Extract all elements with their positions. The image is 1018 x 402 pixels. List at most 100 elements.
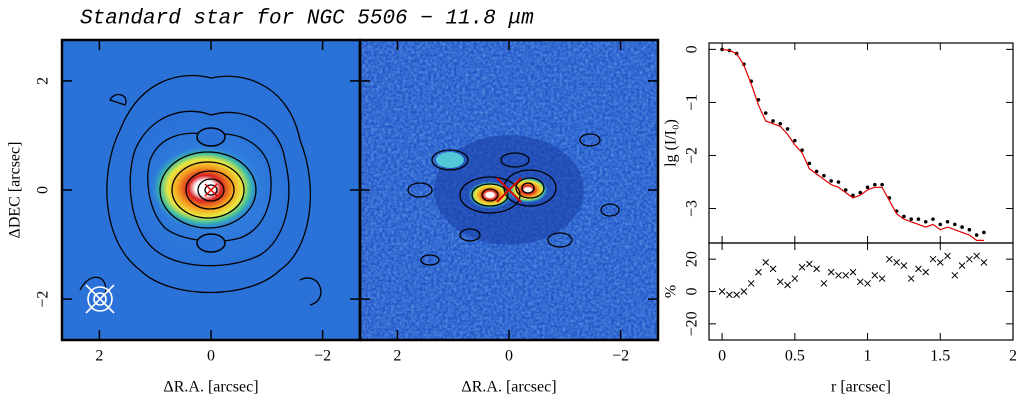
residual-point: [806, 260, 813, 268]
data-point: [771, 119, 775, 123]
residual-point: [755, 268, 762, 276]
residual-point: [958, 262, 966, 269]
residual-point: [740, 288, 748, 295]
x-tick-label: −2: [314, 348, 331, 365]
residual-point: [864, 280, 871, 287]
x-tick-label: 2: [95, 348, 103, 365]
residual-point: [951, 271, 959, 279]
data-point: [807, 161, 812, 166]
model-line: [722, 48, 984, 241]
data-point: [865, 185, 870, 190]
data-point: [953, 222, 957, 227]
residual-point: [878, 275, 886, 282]
x-tick-label: 0: [207, 348, 215, 365]
y-tick-label: −2: [35, 291, 52, 308]
data-point: [778, 121, 783, 126]
data-point: [938, 222, 943, 227]
residual-point: [929, 255, 937, 263]
data-point: [785, 127, 790, 131]
residual-point: [776, 278, 784, 286]
data-point: [763, 111, 768, 115]
data-point: [931, 217, 935, 221]
x-tick-label: 0: [505, 348, 513, 365]
data-point: [829, 179, 833, 183]
residual-point: [726, 291, 733, 299]
residual-point: [813, 265, 820, 273]
residual-point: [718, 288, 726, 295]
residual-point: [733, 291, 740, 299]
data-point: [923, 219, 928, 224]
data-point: [974, 233, 979, 237]
data-point: [960, 225, 964, 229]
residual-point: [900, 262, 908, 269]
residual-point: [893, 259, 900, 266]
residual-point: [842, 271, 850, 279]
residual-point: [915, 265, 922, 273]
beam-symbol: [85, 284, 115, 314]
plot-frame: [708, 242, 1014, 341]
residual-point: [966, 255, 973, 263]
residual-point: [784, 281, 791, 289]
x-axis-label: ΔR.A. [arcsec]: [163, 379, 258, 396]
image-middle: [360, 40, 658, 340]
residual-point: [936, 259, 944, 266]
y-tick-label: 0: [35, 186, 52, 194]
residual-point: [762, 259, 770, 266]
data-point: [967, 227, 972, 232]
residual-point: [871, 271, 879, 279]
x-tick-label: 0: [718, 348, 726, 365]
y-tick-label: 0: [684, 45, 701, 53]
residual-point: [849, 268, 857, 276]
y-tick-label: −1: [684, 94, 701, 111]
data-point: [814, 169, 819, 174]
data-point: [822, 173, 826, 178]
residual-point: [827, 268, 835, 276]
data-point: [873, 182, 877, 187]
residual-point: [769, 265, 777, 273]
data-point: [945, 219, 950, 224]
residual-point: [944, 252, 951, 260]
residual-point: [856, 278, 864, 286]
y-tick-label: −20: [684, 311, 701, 336]
y-axis-label: lg (I/I₀): [663, 119, 680, 167]
data-point: [982, 230, 986, 235]
x-axis-label: r [arcsec]: [831, 379, 891, 396]
data-point: [880, 182, 884, 187]
data-point: [793, 138, 797, 143]
residual-point: [886, 255, 893, 263]
residual-point: [835, 271, 842, 279]
data-point: [836, 180, 841, 184]
residual-point: [820, 280, 828, 287]
plot-frame: [358, 38, 660, 342]
residual-point: [922, 268, 930, 276]
x-tick-label: 1.5: [930, 348, 950, 365]
x-axis-label: ΔR.A. [arcsec]: [461, 379, 556, 396]
data-point: [843, 188, 848, 192]
y-tick-label: −3: [684, 200, 701, 217]
data-point: [909, 217, 913, 221]
data-point: [851, 193, 855, 198]
data-point: [858, 190, 863, 195]
chart-title: Standard star for NGC 5506 − 11.8 μm: [80, 8, 534, 31]
x-tick-label: 2: [1009, 348, 1017, 365]
residual-point: [973, 252, 980, 260]
x-tick-label: 2: [393, 348, 401, 365]
x-tick-label: −2: [612, 348, 629, 365]
y-tick-label: 0: [684, 288, 701, 296]
data-point: [916, 217, 921, 221]
residual-point: [798, 263, 806, 271]
image-left: [62, 40, 360, 340]
plot-frame: [708, 42, 1014, 244]
residual-point: [980, 259, 988, 266]
x-tick-label: 1: [864, 348, 872, 365]
y-tick-label: 2: [35, 77, 52, 85]
x-tick-label: 0.5: [785, 348, 805, 365]
data-point: [902, 214, 906, 219]
residual-point: [791, 275, 799, 282]
y-tick-label: 20: [684, 251, 701, 267]
y-axis-label: %: [663, 285, 680, 298]
y-tick-label: −2: [684, 147, 701, 164]
y-axis-label: ΔDEC [arcsec]: [7, 142, 24, 239]
